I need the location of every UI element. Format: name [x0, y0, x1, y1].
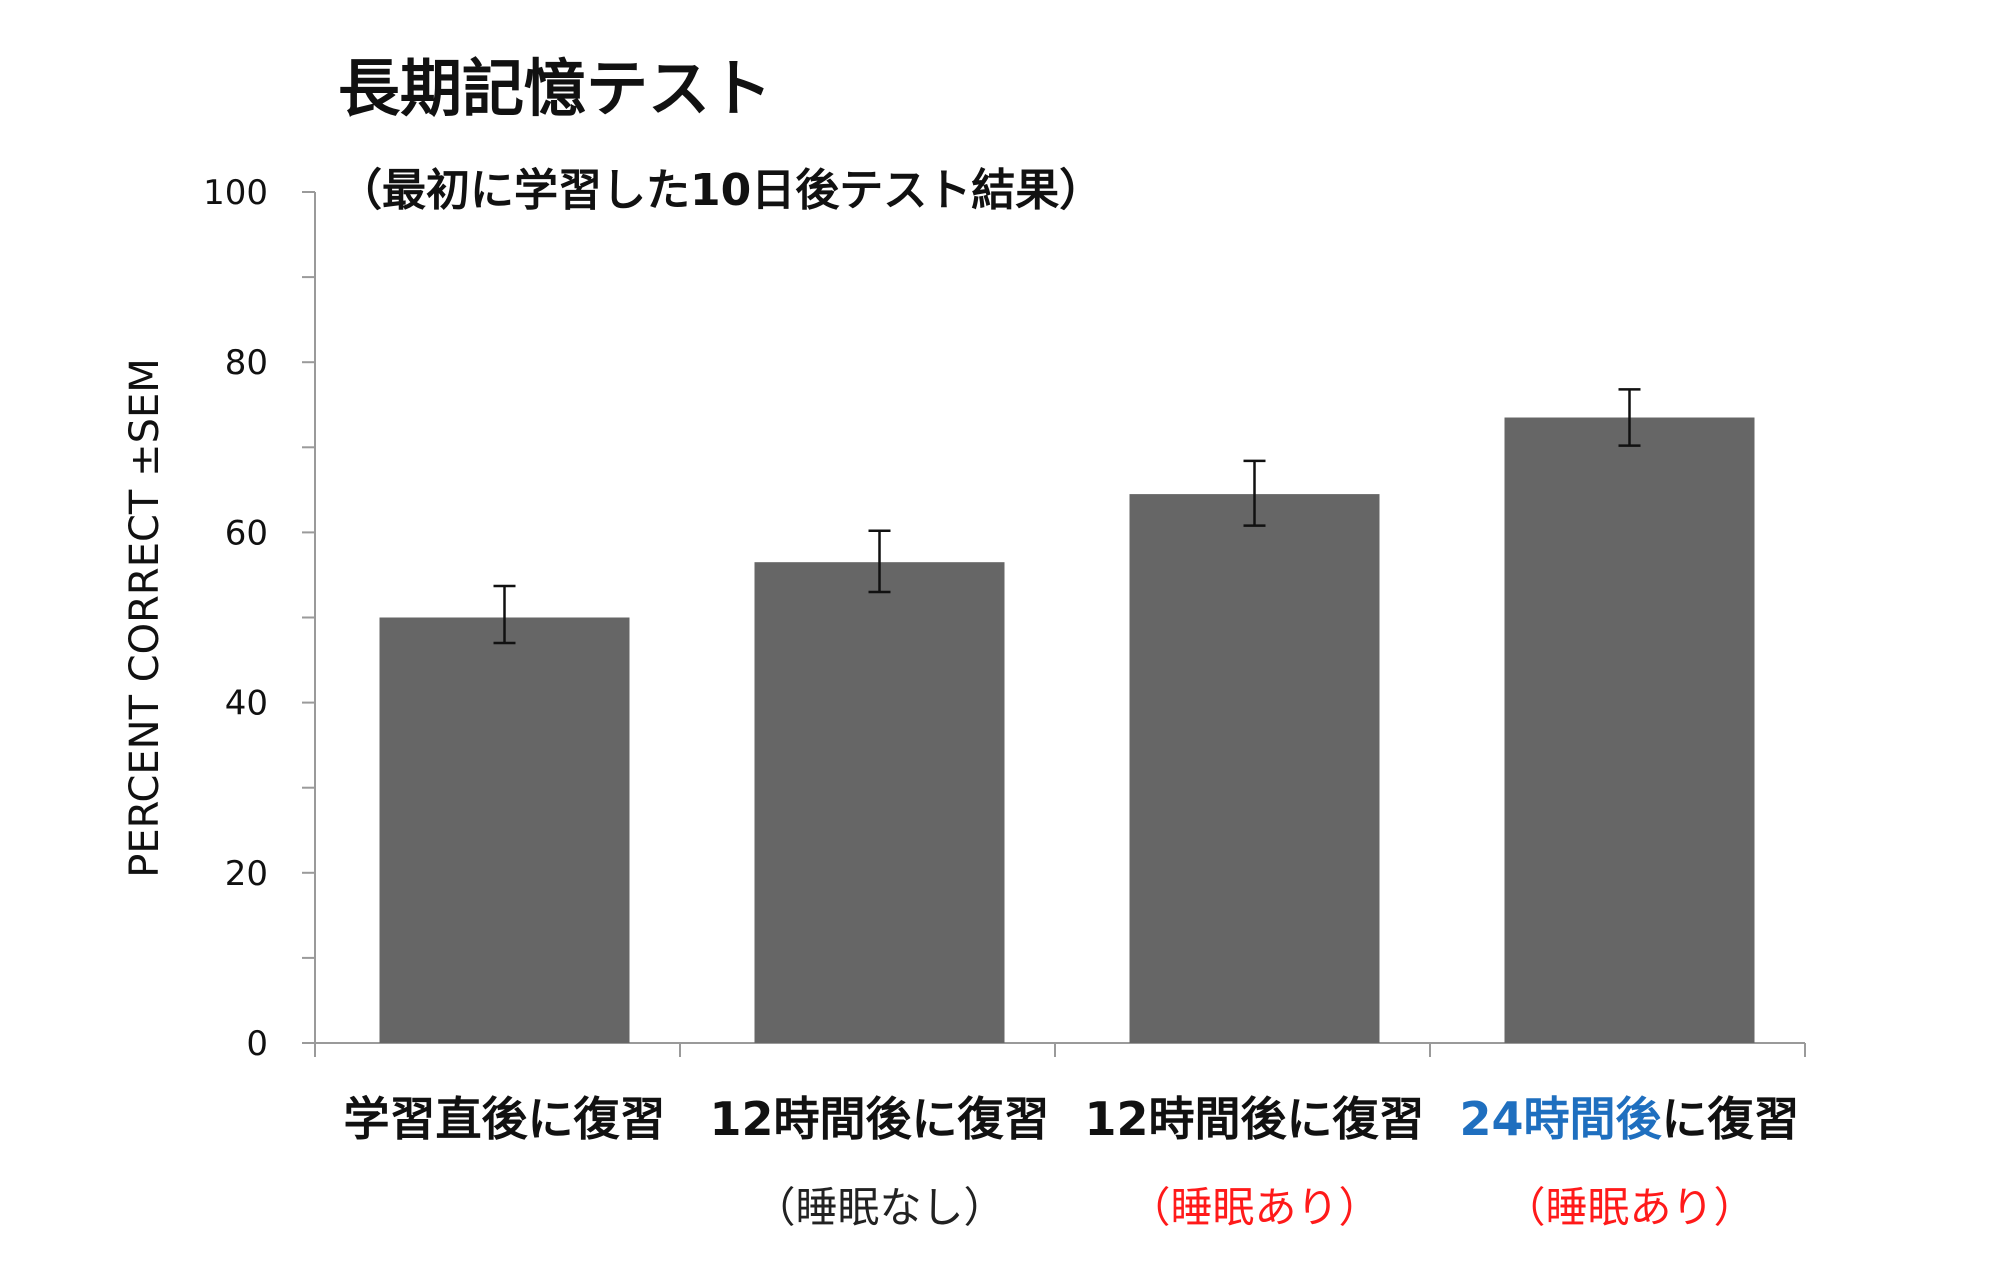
category-note: （睡眠あり）	[1128, 1183, 1380, 1232]
y-tick-label: 40	[225, 684, 268, 724]
chart-title: 長期記憶テスト	[338, 52, 772, 125]
y-axis-label: PERCENT CORRECT ±SEM	[122, 358, 168, 878]
bar	[1504, 417, 1755, 1043]
bar	[379, 617, 630, 1043]
chart-subtitle: （最初に学習した10日後テスト結果）	[338, 165, 1103, 216]
category-label-part: 12時間後に復習	[709, 1092, 1049, 1146]
y-tick-label: 60	[225, 513, 268, 553]
y-tick-label: 80	[225, 343, 268, 383]
y-tick-label: 20	[225, 854, 268, 894]
category-label: 24時間後に復習	[1459, 1092, 1799, 1146]
category-label: 12時間後に復習	[1084, 1092, 1424, 1146]
plot-area: 0 20 40 60 80 100 学習直後に復習 12時間後に復習 （睡眠なし） 12時間後に復…	[203, 173, 1806, 1232]
category-label: 12時間後に復習	[709, 1092, 1049, 1146]
category-note: （睡眠なし）	[753, 1183, 1005, 1232]
category-note: （睡眠あり）	[1503, 1183, 1755, 1232]
category-label-part: 24時間後	[1459, 1092, 1662, 1146]
bar	[1129, 494, 1380, 1044]
category-label-part: 学習直後に復習	[344, 1092, 666, 1146]
y-tick-label: 0	[246, 1024, 268, 1064]
y-tick-label: 100	[203, 173, 268, 213]
bar	[754, 562, 1005, 1043]
category-label-part: に復習	[1662, 1092, 1800, 1146]
category-label-part: 12時間後に復習	[1084, 1092, 1424, 1146]
category-label: 学習直後に復習	[344, 1092, 666, 1146]
